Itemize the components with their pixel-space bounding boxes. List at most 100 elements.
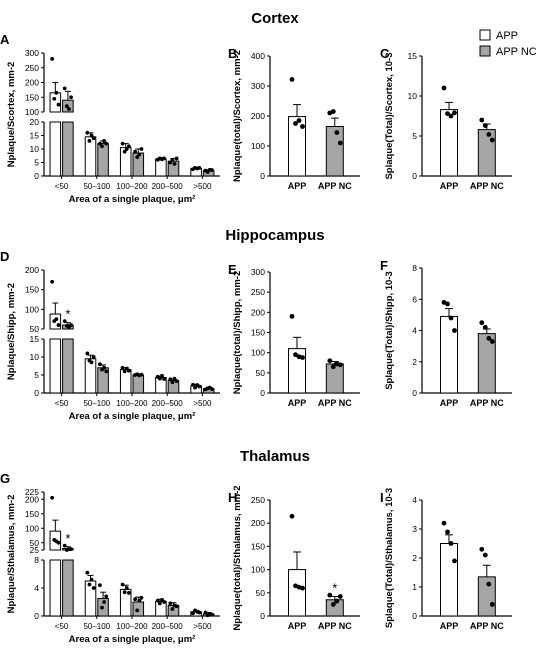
y-tick-label: 15 (30, 131, 40, 141)
data-point (330, 602, 336, 607)
data-point (330, 364, 336, 370)
y-tick-label: 0 (34, 171, 39, 181)
data-point (102, 139, 107, 143)
data-point (445, 529, 450, 535)
bar-app-nc (132, 374, 145, 394)
panel-letter: D (0, 249, 9, 264)
y-tick-label: 25 (30, 545, 40, 555)
bar-app (119, 369, 132, 394)
data-point (448, 541, 454, 546)
data-point (54, 317, 59, 322)
data-point (168, 377, 173, 382)
data-point (337, 140, 343, 146)
y-tick-label: 100 (251, 141, 265, 151)
data-point (327, 592, 333, 598)
panel-letter: F (380, 258, 388, 273)
y-tick-label: 50 (30, 324, 40, 334)
bar-app-nc (325, 126, 344, 177)
data-point (174, 156, 179, 161)
x-tick-label: APP NC (318, 621, 352, 631)
data-point (50, 279, 55, 284)
y-tick-label: 200 (251, 518, 265, 528)
y-tick-label: 2 (412, 357, 417, 367)
data-point (135, 155, 140, 160)
panel-letter: G (0, 471, 10, 486)
data-point (293, 352, 298, 358)
y-tick-label: 0 (260, 171, 265, 181)
data-point (126, 144, 131, 149)
data-point (133, 597, 138, 602)
y-tick-label: 6 (412, 294, 417, 304)
x-tick-label: 200–500 (152, 399, 184, 408)
y-tick-label: 250 (25, 63, 39, 73)
data-point (52, 96, 57, 101)
legend-label-app-nc: APP NC (496, 46, 537, 58)
data-point (104, 141, 109, 146)
y-tick-label: 0 (412, 611, 417, 621)
y-tick-label: 200 (251, 307, 265, 317)
data-point (122, 590, 127, 595)
data-point (98, 583, 102, 588)
x-tick-label: 200–500 (152, 622, 184, 631)
data-point (104, 594, 109, 599)
y-axis-label: Splaque(Total)/Scortex, 10-3 (384, 52, 395, 179)
data-point (120, 141, 125, 146)
data-point (124, 586, 129, 590)
panel-letter: H (228, 490, 237, 505)
data-point (102, 600, 107, 604)
data-point (209, 387, 214, 391)
bar-app-lower (49, 338, 62, 394)
panel-c: C 0 5 10 15 APP APP NC Splaque(Total)/Scortex, … (380, 46, 512, 191)
data-point (139, 595, 144, 600)
data-point (56, 540, 61, 545)
x-tick-label: >500 (193, 182, 212, 191)
data-point (327, 358, 333, 364)
y-tick-label: 4 (34, 583, 39, 593)
significance-marker: * (65, 531, 70, 546)
y-tick-label: 0 (34, 611, 39, 621)
legend-swatch-app (479, 29, 491, 41)
y-tick-label: 150 (25, 285, 39, 295)
y-axis-label: Nplaque/Shipp, mm-2 (6, 283, 17, 380)
y-tick-label: 250 (251, 287, 265, 297)
data-point (122, 369, 127, 374)
data-point (124, 147, 129, 151)
data-point (67, 107, 71, 111)
panel-f: F 0 2 4 6 8 APP APP NC Splaque(Total)/Shipp, 10-… (380, 258, 512, 408)
bar-app-nc (477, 129, 496, 177)
data-point (120, 365, 125, 370)
data-point (170, 607, 175, 611)
y-tick-label: 300 (25, 48, 39, 58)
data-point (91, 136, 96, 141)
y-tick-label: 5 (412, 131, 417, 141)
data-point (62, 319, 67, 324)
data-point (104, 369, 109, 374)
data-point (337, 594, 343, 599)
data-point (486, 132, 492, 137)
data-point (486, 581, 492, 587)
x-tick-label: APP NC (470, 181, 504, 191)
x-tick-label: APP NC (470, 398, 504, 408)
data-point (160, 373, 164, 378)
y-tick-label: 10 (30, 352, 40, 362)
data-point (479, 546, 485, 552)
data-point (64, 104, 69, 108)
data-point (445, 111, 450, 116)
data-point (168, 160, 173, 165)
data-point (289, 77, 295, 82)
y-tick-label: 250 (251, 495, 265, 505)
data-point (197, 166, 202, 170)
data-point (91, 355, 96, 359)
panel-i: I 0 1 2 3 4 APP APP NC Splaque(Total)/Sthalamus,… (380, 488, 512, 631)
y-tick-label: 20 (30, 117, 40, 127)
data-point (91, 586, 96, 590)
y-tick-label: 400 (251, 51, 265, 61)
data-point (191, 611, 195, 616)
y-tick-label: 150 (251, 541, 265, 551)
data-point (126, 368, 131, 373)
data-point (98, 362, 102, 367)
y-tick-label: 0 (412, 171, 417, 181)
data-point (170, 380, 175, 385)
data-point (85, 570, 90, 575)
